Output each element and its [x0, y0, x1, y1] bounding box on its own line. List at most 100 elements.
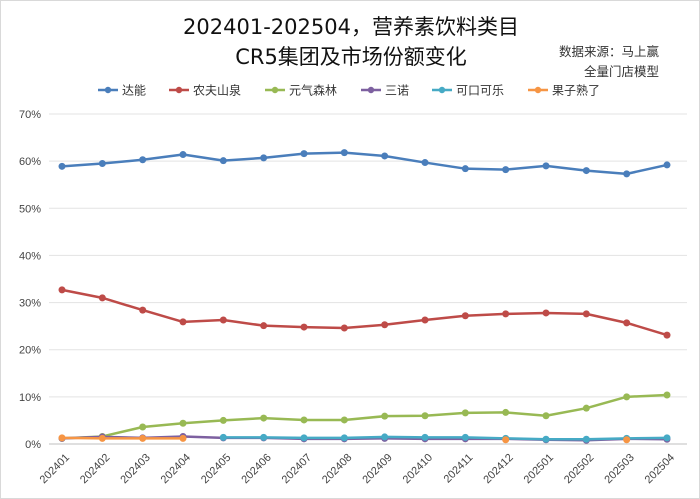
data-point-元气森林	[179, 419, 187, 427]
data-point-农夫山泉	[623, 319, 631, 327]
data-point-达能	[179, 151, 187, 159]
data-point-可口可乐	[542, 435, 550, 443]
data-point-元气森林	[340, 416, 348, 424]
legend-marker	[534, 86, 542, 94]
x-tick-label: 202407	[280, 452, 314, 486]
data-point-可口可乐	[421, 433, 429, 441]
data-point-达能	[381, 152, 389, 160]
chart-title-line1: 202401-202504，营养素饮料类目	[183, 15, 519, 39]
data-point-元气森林	[542, 412, 550, 420]
data-point-达能	[340, 149, 348, 157]
data-point-元气森林	[421, 412, 429, 420]
legend-label: 农夫山泉	[193, 84, 241, 98]
x-tick-label: 202411	[442, 452, 476, 486]
series-line-达能	[61, 151, 668, 176]
data-point-可口可乐	[300, 434, 308, 442]
y-tick-label: 30%	[19, 298, 41, 310]
data-point-达能	[623, 170, 631, 178]
data-point-达能	[300, 150, 308, 158]
legend-label: 可口可乐	[456, 84, 504, 98]
data-point-农夫山泉	[260, 322, 268, 330]
legend-marker	[175, 86, 183, 94]
legend-label: 元气森林	[289, 83, 337, 98]
data-point-元气森林	[381, 412, 389, 420]
x-tick-label: 202503	[602, 452, 636, 486]
source-note-line2: 全量门店模型	[583, 64, 659, 79]
x-tick-label: 202502	[562, 452, 596, 486]
data-point-达能	[58, 162, 66, 170]
data-point-元气森林	[461, 409, 469, 417]
data-point-可口可乐	[260, 433, 268, 441]
legend-marker	[438, 86, 446, 94]
data-point-果子熟了	[502, 436, 510, 444]
data-point-达能	[219, 157, 227, 165]
y-tick-label: 0%	[25, 439, 41, 451]
data-point-元气森林	[300, 416, 308, 424]
x-tick-label: 202401	[38, 452, 72, 486]
source-note-line1: 数据来源：马上赢	[558, 44, 659, 59]
y-tick-label: 60%	[19, 156, 41, 168]
data-point-农夫山泉	[340, 324, 348, 332]
data-point-可口可乐	[219, 433, 227, 441]
x-tick-label: 202409	[360, 452, 394, 486]
data-point-达能	[461, 165, 469, 173]
data-point-元气森林	[623, 393, 631, 401]
data-point-农夫山泉	[98, 294, 106, 302]
data-point-元气森林	[502, 408, 510, 416]
x-tick-label: 202410	[401, 452, 435, 486]
y-tick-label: 20%	[19, 345, 41, 357]
series-line-元气森林	[61, 393, 668, 440]
data-point-达能	[260, 154, 268, 162]
legend-marker	[104, 86, 112, 94]
legend-marker	[271, 86, 279, 94]
data-point-果子熟了	[179, 434, 187, 442]
data-point-达能	[582, 167, 590, 175]
y-tick-label: 70%	[19, 109, 41, 121]
data-point-果子熟了	[58, 434, 66, 442]
data-point-果子熟了	[623, 436, 631, 444]
legend-label: 达能	[122, 84, 146, 98]
data-point-农夫山泉	[502, 310, 510, 318]
data-point-农夫山泉	[381, 321, 389, 329]
data-point-可口可乐	[340, 434, 348, 442]
data-point-达能	[542, 162, 550, 170]
data-point-农夫山泉	[542, 309, 550, 317]
series-line-农夫山泉	[61, 288, 668, 337]
y-tick-label: 50%	[19, 203, 41, 215]
data-point-农夫山泉	[58, 286, 66, 294]
data-point-元气森林	[219, 416, 227, 424]
data-point-农夫山泉	[421, 316, 429, 324]
data-point-农夫山泉	[663, 331, 671, 339]
data-point-可口可乐	[461, 433, 469, 441]
data-point-元气森林	[260, 414, 268, 422]
data-point-可口可乐	[582, 435, 590, 443]
y-tick-label: 10%	[19, 392, 41, 404]
x-tick-label: 202412	[481, 452, 515, 486]
x-tick-label: 202504	[643, 452, 677, 486]
data-point-达能	[663, 161, 671, 169]
data-point-农夫山泉	[582, 310, 590, 318]
x-tick-label: 202405	[199, 452, 233, 486]
data-point-达能	[139, 156, 147, 164]
x-tick-label: 202403	[118, 452, 152, 486]
data-point-可口可乐	[663, 434, 671, 442]
data-point-农夫山泉	[139, 306, 147, 314]
x-tick-label: 202406	[239, 452, 273, 486]
legend-marker	[367, 86, 375, 94]
data-point-达能	[502, 166, 510, 174]
data-point-农夫山泉	[300, 323, 308, 331]
data-point-元气森林	[582, 404, 590, 412]
data-point-果子熟了	[98, 434, 106, 442]
data-point-达能	[421, 159, 429, 167]
data-point-元气森林	[139, 423, 147, 431]
chart-title-line2: CR5集团及市场份额变化	[235, 45, 467, 69]
x-tick-label: 202501	[522, 452, 556, 486]
data-point-果子熟了	[139, 434, 147, 442]
x-tick-label: 202404	[159, 452, 193, 486]
data-point-农夫山泉	[219, 316, 227, 324]
data-point-农夫山泉	[179, 318, 187, 326]
series-line-可口可乐	[223, 435, 668, 441]
legend-label: 三诺	[385, 84, 409, 98]
